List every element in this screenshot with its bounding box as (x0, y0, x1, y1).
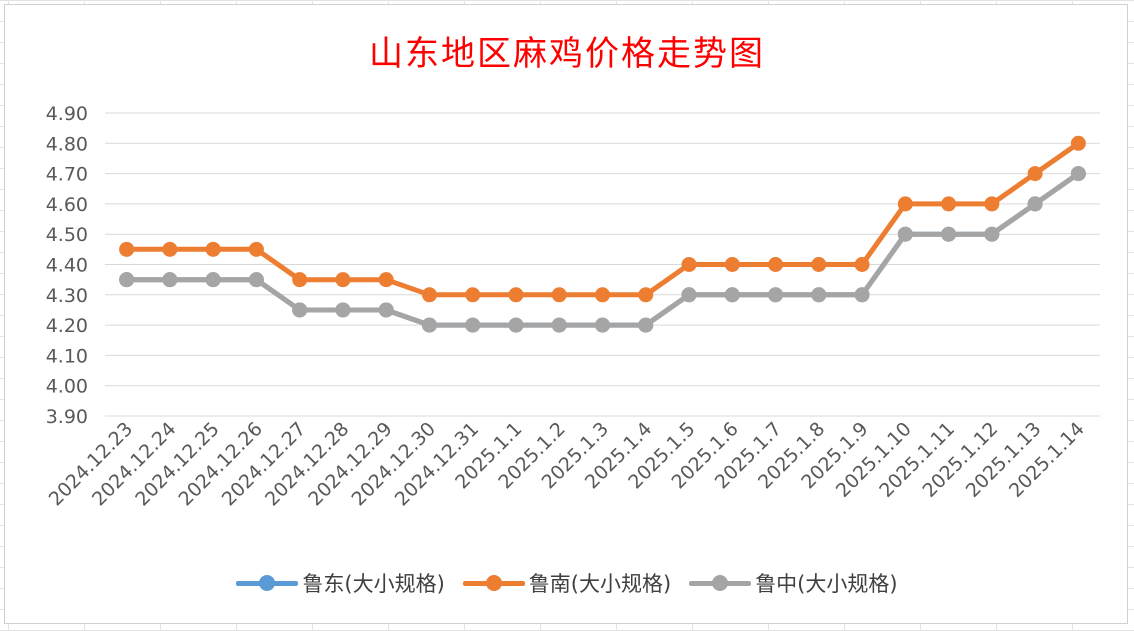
legend-item[interactable]: 鲁南(大小规格) (462, 568, 672, 598)
legend-label: 鲁南(大小规格) (528, 572, 672, 596)
data-point[interactable] (811, 287, 827, 303)
legend-label: 鲁东(大小规格) (302, 572, 445, 596)
data-point[interactable] (595, 287, 610, 303)
y-tick-label: 4.90 (46, 103, 88, 125)
series-2 (119, 166, 1086, 333)
y-tick-label: 4.60 (46, 194, 88, 216)
y-tick-label: 4.70 (46, 164, 88, 186)
series-0 (119, 166, 1086, 333)
y-tick-label: 4.50 (46, 224, 88, 246)
data-point[interactable] (378, 302, 394, 318)
y-tick-label: 4.40 (46, 255, 88, 277)
data-point[interactable] (854, 287, 870, 303)
data-point[interactable] (248, 241, 264, 257)
data-point[interactable] (724, 287, 740, 303)
legend-item[interactable]: 鲁东(大小规格) (236, 568, 445, 598)
data-point[interactable] (205, 241, 221, 257)
y-tick-label: 4.80 (46, 133, 88, 155)
data-point[interactable] (508, 317, 524, 333)
legend-label: 鲁中(大小规格) (755, 572, 898, 596)
data-point[interactable] (1070, 166, 1086, 182)
series-line[interactable] (124, 171, 1081, 328)
y-tick-label: 4.20 (46, 315, 88, 337)
data-point[interactable] (941, 196, 957, 212)
legend-item[interactable]: 鲁中(大小规格) (689, 568, 898, 598)
data-point[interactable] (205, 272, 221, 288)
data-point[interactable] (897, 196, 913, 212)
y-tick-label: 4.00 (46, 376, 88, 398)
data-point[interactable] (551, 287, 567, 303)
data-point[interactable] (1027, 196, 1043, 212)
data-point[interactable] (811, 257, 827, 272)
data-point[interactable] (551, 317, 567, 333)
data-point[interactable] (421, 317, 437, 333)
data-point[interactable] (768, 257, 784, 272)
series-1 (119, 135, 1086, 303)
data-point[interactable] (1027, 166, 1043, 182)
data-point[interactable] (984, 226, 1000, 242)
data-point[interactable] (292, 302, 308, 318)
data-point[interactable] (681, 257, 697, 272)
data-point[interactable] (465, 317, 481, 333)
data-point[interactable] (162, 272, 178, 288)
data-point[interactable] (248, 272, 264, 288)
y-tick-label: 4.10 (46, 345, 88, 367)
data-point[interactable] (119, 272, 135, 288)
data-point[interactable] (508, 287, 524, 303)
data-point[interactable] (595, 317, 610, 333)
data-point[interactable] (335, 302, 351, 318)
legend-marker-icon (236, 573, 299, 593)
series-line[interactable] (124, 171, 1081, 328)
data-point[interactable] (292, 272, 308, 288)
data-point[interactable] (638, 287, 654, 303)
data-point[interactable] (768, 287, 784, 303)
y-tick-label: 3.90 (46, 406, 88, 428)
data-point[interactable] (854, 257, 870, 272)
chart-area[interactable] (4, 4, 1128, 624)
chart-title: 山东地区麻鸡价格走势图 (369, 34, 765, 74)
data-point[interactable] (724, 257, 740, 272)
legend-marker-icon (462, 573, 525, 593)
data-point[interactable] (335, 272, 351, 288)
data-point[interactable] (897, 226, 913, 242)
data-point[interactable] (984, 196, 1000, 212)
data-point[interactable] (465, 287, 481, 303)
data-point[interactable] (941, 226, 957, 242)
data-point[interactable] (162, 241, 178, 257)
series-line[interactable] (124, 140, 1081, 298)
data-point[interactable] (681, 287, 697, 303)
data-point[interactable] (378, 272, 394, 288)
legend-marker-icon (689, 573, 752, 593)
data-point[interactable] (638, 317, 654, 333)
legend: 鲁东(大小规格) 鲁南(大小规格) 鲁中(大小规格) (0, 568, 1134, 598)
y-tick-label: 4.30 (46, 285, 88, 307)
data-point[interactable] (421, 287, 437, 303)
data-point[interactable] (1070, 135, 1086, 151)
data-point[interactable] (119, 241, 135, 257)
